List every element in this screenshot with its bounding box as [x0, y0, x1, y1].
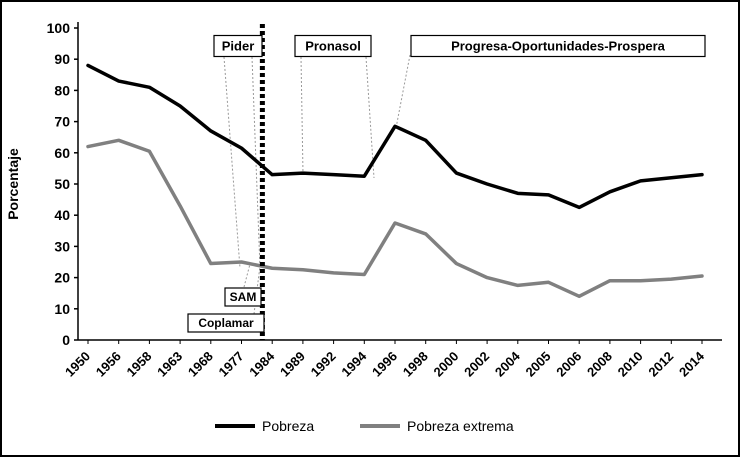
x-tick-label: 2005	[523, 349, 554, 380]
x-tick-label: 1989	[277, 349, 308, 380]
x-tick-label: 1963	[154, 349, 185, 380]
x-tick-label: 1994	[338, 348, 370, 380]
series-line-pobreza	[86, 63, 704, 210]
x-tick-label: 1977	[216, 349, 247, 380]
annotation-connector-line	[300, 56, 304, 175]
y-tick-label: 10	[54, 301, 70, 317]
x-tick-label: 2012	[645, 349, 676, 380]
legend-label-pobreza: Pobreza	[262, 418, 314, 434]
annotation-label-pronasol: Pronasol	[305, 39, 361, 54]
annotation-connector-line	[365, 56, 375, 179]
annotation-connector-line	[395, 54, 411, 129]
annotation-label-progresa-oportunidades-prospera: Progresa-Oportunidades-Prospera	[451, 39, 666, 54]
annotation-label-coplamar: Coplamar	[198, 316, 254, 330]
legend: Pobreza Pobreza extrema	[215, 418, 514, 434]
x-tick-label: 2000	[430, 349, 461, 380]
x-tick-label: 2008	[584, 349, 615, 380]
annotation-box-pider	[213, 34, 263, 58]
x-tick-label: 1956	[93, 349, 124, 380]
annotation-label-pider: Pider	[222, 39, 255, 54]
x-tick-label: 2004	[492, 348, 524, 380]
annotation-box-progresa-oportunidades-prospera	[410, 34, 706, 58]
annotation-box-pronasol	[294, 34, 372, 58]
annotation-box-sam	[224, 287, 262, 307]
annotation-connector-line	[223, 56, 241, 269]
y-tick-label: 90	[54, 51, 70, 67]
annotation-connector-line	[243, 263, 251, 288]
x-tick-label: 2014	[676, 348, 708, 380]
annotation-label-sam: SAM	[230, 290, 257, 304]
y-tick-label: 40	[54, 207, 70, 223]
x-tick-label: 1984	[246, 348, 278, 380]
x-tick-label: 1958	[123, 349, 154, 380]
x-tick-label: 2010	[615, 349, 646, 380]
x-tick-label: 1992	[308, 349, 339, 380]
x-tick-label: 1998	[400, 349, 431, 380]
series-line-pobreza-extrema	[86, 138, 704, 299]
y-tick-label: 60	[54, 145, 70, 161]
x-tick-label: 2006	[553, 349, 584, 380]
y-tick-label: 30	[54, 238, 70, 254]
x-tick-label: 1968	[185, 349, 216, 380]
legend-label-pobreza-extrema: Pobreza extrema	[407, 418, 514, 434]
x-tick-label: 2002	[461, 349, 492, 380]
annotation-box-coplamar	[187, 313, 265, 333]
y-tick-label: 50	[54, 176, 70, 192]
y-tick-label: 70	[54, 114, 70, 130]
x-tick-label: 1996	[369, 349, 400, 380]
y-tick-label: 0	[62, 332, 70, 348]
y-tick-label: 20	[54, 270, 70, 286]
y-tick-label: 100	[47, 20, 71, 36]
y-tick-label: 80	[54, 82, 70, 98]
x-tick-label: 1950	[62, 349, 93, 380]
y-axis-title: Porcentaje	[5, 148, 21, 220]
